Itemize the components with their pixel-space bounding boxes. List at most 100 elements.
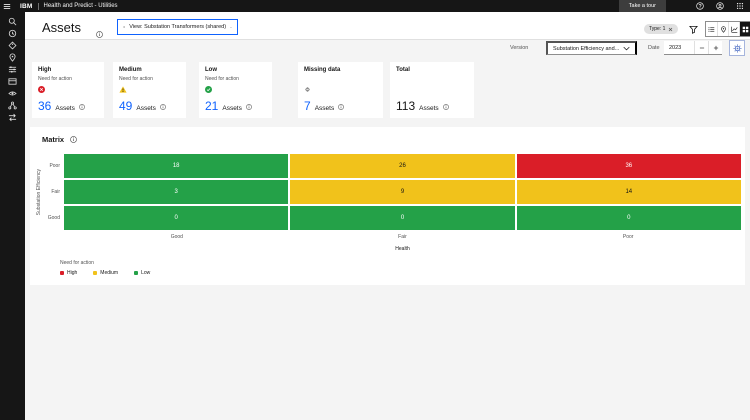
close-icon bbox=[669, 27, 673, 31]
card-unit: Assets bbox=[419, 105, 439, 112]
card-title: Low bbox=[205, 67, 217, 73]
summary-card-missing-data[interactable]: Missing data 7 Assets bbox=[298, 62, 383, 118]
card-value: 7 bbox=[304, 99, 311, 113]
date-decrement-button[interactable] bbox=[694, 41, 708, 54]
matrix-cell[interactable]: 18 bbox=[64, 154, 289, 178]
app-title: Health and Predict - Utilities bbox=[43, 3, 118, 9]
hamburger-icon bbox=[3, 3, 11, 9]
card-subtitle: Need for action bbox=[205, 76, 239, 82]
version-label: Version bbox=[510, 45, 529, 51]
summary-card-low[interactable]: Low Need for action 21 Assets bbox=[199, 62, 272, 118]
matrix-cell-value: 0 bbox=[400, 215, 405, 221]
undefined-status-icon bbox=[305, 86, 310, 92]
filter-button[interactable] bbox=[686, 22, 700, 36]
info-icon[interactable] bbox=[246, 104, 252, 110]
x-tick: Fair bbox=[398, 234, 407, 240]
sidebar-item-filter[interactable] bbox=[4, 65, 21, 74]
matrix-cell[interactable]: 36 bbox=[516, 154, 741, 178]
matrix-title: Matrix bbox=[42, 135, 65, 144]
header-divider bbox=[37, 2, 39, 10]
matrix-cell[interactable]: 9 bbox=[290, 180, 515, 204]
x-tick: Poor bbox=[622, 234, 634, 240]
view-mode-matrix-button[interactable] bbox=[739, 22, 750, 36]
legend-label: Low bbox=[141, 270, 151, 276]
sidebar-item-compare[interactable] bbox=[4, 113, 21, 122]
page-title-info-icon[interactable] bbox=[96, 25, 103, 43]
view-mode-list-button[interactable] bbox=[706, 22, 717, 36]
summary-card-medium[interactable]: Medium Need for action 49 Assets bbox=[113, 62, 186, 118]
gear-icon bbox=[733, 44, 741, 52]
filter-tag-chip[interactable]: Type: 1 bbox=[644, 24, 679, 34]
card-subtitle: Need for action bbox=[119, 76, 153, 82]
info-icon[interactable] bbox=[160, 104, 166, 110]
plus-icon bbox=[713, 45, 718, 50]
error-status-icon bbox=[38, 85, 45, 93]
legend-item-medium[interactable]: Medium bbox=[93, 270, 118, 276]
legend-item-high[interactable]: High bbox=[60, 270, 77, 276]
sidebar-item-card[interactable] bbox=[4, 77, 21, 86]
legend-title: Need for action bbox=[60, 260, 94, 266]
view-selector-dropdown[interactable]: View: Substation Transformers (shared) bbox=[117, 19, 238, 35]
chevron-down-icon bbox=[230, 26, 232, 28]
matrix-cell-value: 0 bbox=[627, 215, 631, 221]
date-value: 2023 bbox=[669, 44, 682, 51]
matrix-cell[interactable]: 26 bbox=[290, 154, 515, 178]
info-icon[interactable] bbox=[79, 104, 85, 110]
matrix-cell[interactable]: 0 bbox=[64, 206, 289, 230]
matrix-cell[interactable]: 3 bbox=[64, 180, 289, 204]
sidebar-item-monitor[interactable] bbox=[4, 89, 21, 98]
app-switcher-button[interactable] bbox=[730, 0, 750, 12]
legend-swatch-high bbox=[60, 271, 64, 275]
matrix-cell[interactable]: 0 bbox=[290, 206, 515, 230]
matrix-cell-value: 0 bbox=[174, 215, 178, 221]
y-axis-ticks: Poor Fair Good bbox=[44, 154, 64, 230]
filter-tag-label: Type: 1 bbox=[649, 26, 666, 32]
card-subtitle bbox=[304, 76, 377, 82]
chart-legend: Need for action High Medium Low bbox=[30, 260, 745, 276]
sidebar-item-recent[interactable] bbox=[4, 29, 21, 38]
y-axis-label: Substation Efficiency bbox=[36, 168, 42, 216]
info-icon[interactable] bbox=[442, 104, 449, 110]
legend-label: Medium bbox=[100, 270, 119, 276]
take-a-tour-button[interactable]: Take a tour bbox=[618, 0, 666, 12]
page-title: Assets bbox=[42, 20, 82, 35]
card-title: High bbox=[38, 67, 52, 73]
sliders-icon bbox=[8, 66, 17, 73]
card-subtitle bbox=[396, 76, 468, 82]
legend-item-low[interactable]: Low bbox=[134, 270, 150, 276]
left-sidebar bbox=[0, 12, 25, 420]
matrix-cell-value: 9 bbox=[400, 189, 405, 195]
x-axis-label: Health bbox=[395, 246, 410, 252]
info-icon[interactable] bbox=[70, 136, 77, 143]
chevron-down-icon bbox=[623, 46, 630, 51]
info-icon[interactable] bbox=[338, 104, 345, 110]
filter-tag-remove-button[interactable] bbox=[668, 27, 673, 32]
card-value: 21 bbox=[205, 99, 219, 113]
list-icon bbox=[708, 26, 715, 32]
checkmark-status-icon bbox=[205, 85, 212, 93]
sidebar-item-search[interactable] bbox=[4, 17, 21, 26]
legend-swatch-low bbox=[134, 271, 139, 275]
sidebar-item-location[interactable] bbox=[4, 53, 21, 62]
menu-button[interactable] bbox=[0, 0, 14, 12]
summary-card-total[interactable]: Total 113 Assets bbox=[390, 62, 474, 118]
view-mode-switcher bbox=[705, 21, 750, 37]
help-icon bbox=[696, 2, 704, 10]
settings-button[interactable] bbox=[729, 40, 745, 56]
location-icon bbox=[9, 53, 16, 62]
sidebar-item-network[interactable] bbox=[4, 101, 21, 110]
view-mode-chart-button[interactable] bbox=[728, 22, 739, 36]
summary-card-high[interactable]: High Need for action 36 Assets bbox=[32, 62, 104, 118]
date-increment-button[interactable] bbox=[708, 41, 722, 54]
date-number-input[interactable]: 2023 bbox=[664, 41, 722, 55]
help-button[interactable] bbox=[690, 0, 710, 12]
matrix-cell[interactable]: 0 bbox=[516, 206, 741, 230]
y-tick: Poor bbox=[49, 163, 60, 169]
version-dropdown[interactable]: Substation Efficiency and... bbox=[546, 41, 637, 55]
matrix-cell[interactable]: 14 bbox=[516, 180, 741, 204]
user-profile-button[interactable] bbox=[710, 0, 730, 12]
view-mode-map-button[interactable] bbox=[717, 22, 728, 36]
sidebar-item-tag[interactable] bbox=[4, 41, 21, 50]
legend-label: High bbox=[67, 270, 78, 276]
legend-swatch-medium bbox=[93, 271, 98, 275]
